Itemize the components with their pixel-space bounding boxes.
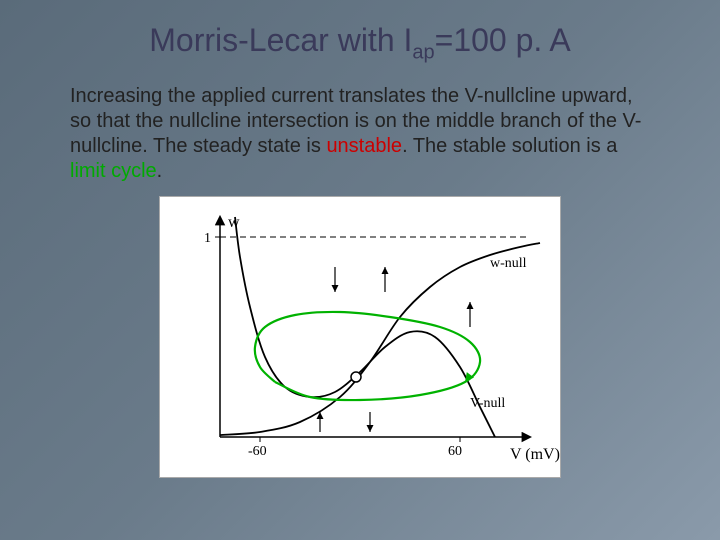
y-tick-label: 1 xyxy=(204,231,211,246)
description-paragraph: Increasing the applied current translate… xyxy=(70,84,650,184)
phase-plane-svg: V (mV) w -60 60 1 w-null V-null xyxy=(160,197,560,477)
v-nullcline-curve xyxy=(235,217,495,437)
x-axis-label: V (mV) xyxy=(510,446,560,463)
title-sub: ap xyxy=(412,41,434,63)
fixed-point-marker xyxy=(351,372,361,382)
phase-plane-figure: V (mV) w -60 60 1 w-null V-null xyxy=(159,196,561,478)
para-unstable: unstable xyxy=(326,135,402,157)
y-axis-label: w xyxy=(228,214,240,231)
x-tick-label: -60 xyxy=(248,444,267,459)
page-title: Morris-Lecar with Iap=100 p. A xyxy=(0,0,720,64)
para-t3: . xyxy=(157,160,163,182)
para-limit: limit cycle xyxy=(70,160,157,182)
para-t2: . The stable solution is a xyxy=(402,135,617,157)
title-post: =100 p. A xyxy=(435,22,571,58)
w-nullcline-label: w-null xyxy=(490,256,527,271)
x-tick-label: 60 xyxy=(448,444,462,459)
title-pre: Morris-Lecar with I xyxy=(149,22,412,58)
v-nullcline-label: V-null xyxy=(470,396,505,411)
limit-cycle-curve xyxy=(255,312,480,400)
